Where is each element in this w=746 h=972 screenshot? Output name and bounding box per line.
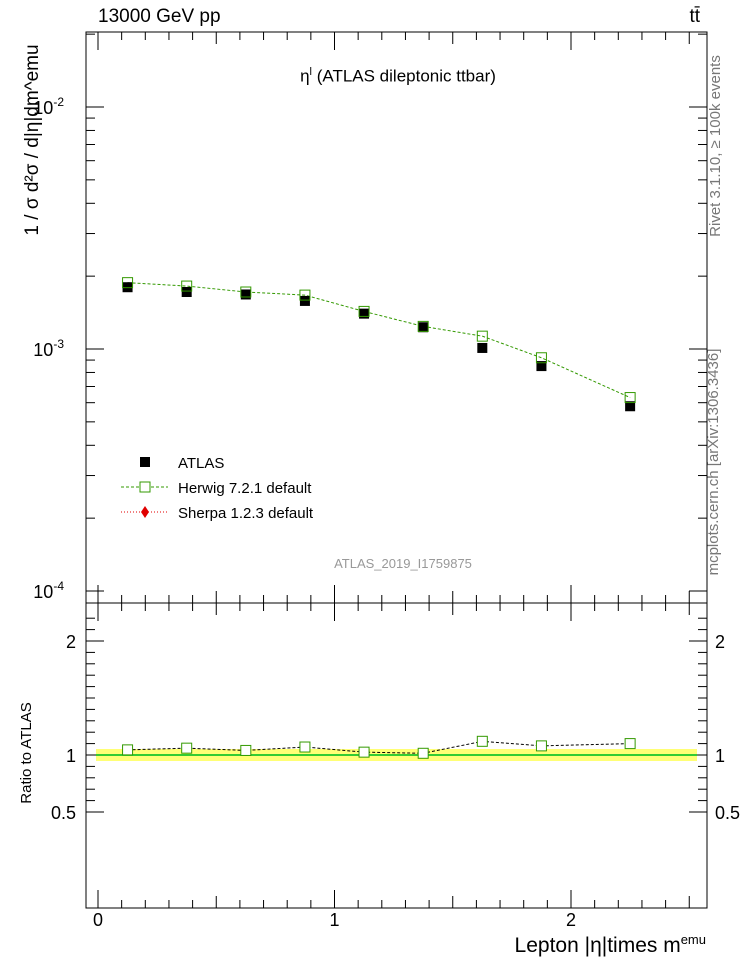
y-tick-label: 10-3 <box>33 337 64 360</box>
energy-label: 13000 GeV pp <box>98 6 221 27</box>
ratio-tick-label: 1 <box>66 746 76 766</box>
atlas-data-point <box>299 295 310 306</box>
y-tick-label: 10-2 <box>33 95 64 118</box>
herwig-ratio-point <box>240 744 252 756</box>
ratio-tick-label: 0.5 <box>51 803 76 823</box>
atlas-data-point <box>181 287 192 298</box>
herwig-ratio-point <box>299 741 311 753</box>
x-tick-label: 0 <box>93 910 103 930</box>
x-axis-label-sup: emu <box>680 932 706 947</box>
herwig-ratio-point <box>476 735 488 747</box>
atlas-data-point <box>536 361 547 372</box>
x-tick-label: 2 <box>566 910 576 930</box>
herwig-ratio-point <box>535 740 547 752</box>
process-label: tt̄ <box>689 6 700 27</box>
ratio-tick-label-right: 2 <box>715 632 725 652</box>
atlas-data-point <box>477 342 488 353</box>
y-tick-label: 10-4 <box>33 579 64 602</box>
legend-atlas-marker <box>140 457 150 467</box>
plot-title: ηl (ATLAS dileptonic ttbar) <box>0 66 746 87</box>
plot-title-main: η <box>300 66 310 86</box>
herwig-point <box>240 286 252 298</box>
herwig-point <box>624 392 636 404</box>
herwig-point <box>476 330 488 342</box>
herwig-ratio-point <box>358 746 370 758</box>
herwig-point <box>358 305 370 317</box>
legend-herwig-marker <box>139 481 151 493</box>
atlas-data-point <box>418 322 429 333</box>
herwig-point <box>122 277 134 289</box>
x-axis-label-main: Lepton |η|times m <box>514 934 681 957</box>
legend-label: Herwig 7.2.1 default <box>178 480 312 497</box>
herwig-ratio-point <box>181 742 193 754</box>
atlas-data-point <box>625 401 636 412</box>
herwig-point <box>535 352 547 364</box>
x-axis-label: Lepton |η|times memu <box>515 932 706 958</box>
herwig-point <box>417 320 429 332</box>
plot-title-rest: (ATLAS dileptonic ttbar) <box>311 66 496 86</box>
ratio-tick-label: 2 <box>66 632 76 652</box>
legend-sherpa-marker <box>141 506 149 518</box>
ratio-tick-label-right: 0.5 <box>715 803 740 823</box>
herwig-line <box>127 282 631 399</box>
legend-label: Sherpa 1.2.3 default <box>178 505 314 522</box>
legend-label: ATLAS <box>178 455 224 472</box>
atlas-data-point <box>240 289 251 300</box>
herwig-ratio-point <box>417 747 429 759</box>
herwig-ratio-point <box>624 738 636 750</box>
herwig-point <box>181 280 193 292</box>
herwig-point <box>299 289 311 301</box>
analysis-watermark: ATLAS_2019_I1759875 <box>334 556 472 571</box>
plot-title-sup: l <box>309 66 312 78</box>
ratio-tick-label-right: 1 <box>715 746 725 766</box>
atlas-data-point <box>359 308 370 319</box>
herwig-ratio-point <box>122 744 134 756</box>
x-tick-label: 1 <box>329 910 339 930</box>
